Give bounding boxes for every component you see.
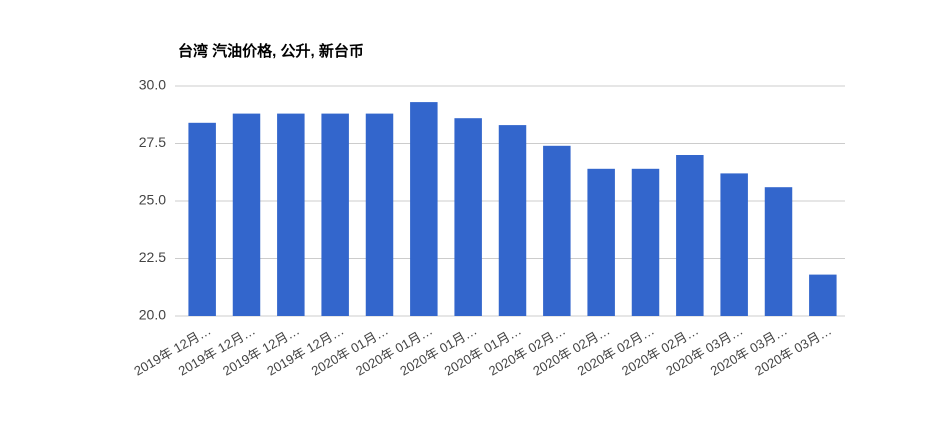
bar (188, 122, 216, 316)
x-tick-label: 2020年 03月… (752, 323, 834, 379)
y-tick-label: 27.5 (139, 134, 166, 150)
bar (587, 168, 615, 316)
bar (764, 187, 793, 316)
bar (676, 155, 704, 316)
bar (410, 102, 438, 316)
bar (543, 145, 571, 316)
bar (454, 118, 482, 316)
y-tick-label: 30.0 (139, 77, 166, 93)
bar (277, 113, 305, 316)
y-tick-label: 20.0 (139, 307, 166, 323)
y-tick-label: 25.0 (139, 192, 166, 208)
bar (809, 274, 837, 316)
bar (631, 168, 660, 316)
bar (232, 113, 261, 316)
chart-title: 台湾 汽油价格, 公升, 新台币 (178, 42, 364, 60)
y-tick-label: 22.5 (139, 249, 166, 265)
bar (321, 113, 349, 316)
bar (365, 113, 394, 316)
bar (720, 173, 748, 316)
bar (498, 125, 527, 316)
